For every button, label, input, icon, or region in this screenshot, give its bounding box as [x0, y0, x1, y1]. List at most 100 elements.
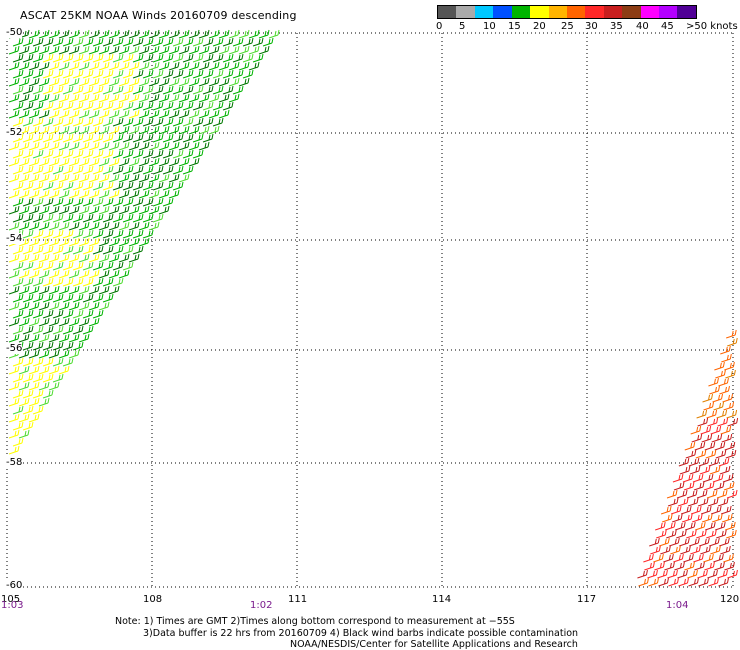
wind-barb — [72, 197, 84, 207]
wind-barb — [52, 197, 64, 207]
wind-barb — [8, 109, 20, 119]
lon-label: 111 — [288, 594, 308, 605]
wind-barb — [62, 85, 74, 95]
wind-barb — [132, 165, 144, 175]
wind-barb — [138, 93, 150, 103]
wind-barb — [208, 45, 220, 55]
wind-barb — [58, 285, 70, 295]
wind-barb — [68, 349, 80, 359]
wind-barb — [653, 553, 664, 563]
wind-barb — [58, 189, 70, 199]
wind-barb — [12, 101, 24, 111]
wind-barb — [92, 37, 104, 47]
wind-barb — [28, 349, 40, 359]
wind-barb — [228, 93, 240, 103]
wind-barb — [58, 333, 70, 343]
wind-barb — [12, 37, 24, 47]
wind-barb — [648, 577, 659, 587]
wind-barb — [658, 577, 669, 587]
wind-barb — [28, 109, 40, 119]
wind-barb — [68, 141, 80, 151]
wind-barb — [48, 253, 60, 263]
wind-barb — [58, 29, 70, 39]
wind-barb — [32, 165, 44, 175]
wind-barb — [82, 165, 94, 175]
wind-barb — [92, 181, 104, 191]
wind-barb — [52, 357, 64, 367]
wind-barb — [42, 245, 54, 255]
wind-barb — [118, 141, 130, 151]
wind-barb — [32, 405, 44, 415]
wind-barb — [108, 45, 120, 55]
wind-barb — [162, 133, 174, 143]
wind-barb — [128, 157, 140, 167]
wind-barb — [178, 141, 190, 151]
wind-barb — [32, 309, 44, 319]
wind-barb — [32, 53, 44, 63]
wind-barb — [98, 61, 110, 71]
wind-barb — [92, 293, 104, 303]
wind-barb — [38, 205, 50, 215]
wind-barb — [52, 181, 64, 191]
wind-barb — [82, 261, 94, 271]
wind-barb — [128, 45, 140, 55]
wind-barb — [172, 85, 184, 95]
wind-barb — [702, 393, 714, 403]
wind-barb — [38, 381, 50, 391]
wind-barb — [92, 101, 104, 111]
wind-barb — [709, 537, 720, 547]
wind-barb — [68, 237, 80, 247]
wind-barb — [12, 69, 24, 79]
wind-barb — [72, 293, 84, 303]
wind-barb — [62, 357, 74, 367]
wind-barb — [52, 277, 64, 287]
wind-barb — [68, 93, 80, 103]
wind-barb — [707, 569, 718, 579]
wind-barb — [48, 301, 60, 311]
legend-label: 40 — [636, 21, 649, 32]
wind-barb — [208, 93, 220, 103]
wind-barb — [42, 101, 54, 111]
wind-barb — [32, 341, 44, 351]
wind-barb — [102, 261, 114, 271]
wind-barb — [138, 189, 150, 199]
wind-barb — [212, 85, 224, 95]
wind-barb — [128, 253, 140, 263]
wind-barb — [82, 37, 94, 47]
wind-barb — [38, 397, 50, 407]
wind-barb — [689, 537, 700, 547]
wind-barb — [172, 37, 184, 47]
wind-barb — [102, 181, 114, 191]
wind-barb — [691, 513, 703, 523]
wind-barb — [92, 133, 104, 143]
wind-barb — [721, 433, 733, 443]
wind-barb — [72, 341, 84, 351]
wind-barb — [112, 85, 124, 95]
wind-barb — [22, 373, 34, 383]
wind-barb — [88, 269, 100, 279]
wind-barb — [48, 237, 60, 247]
wind-barb — [72, 213, 84, 223]
wind-barb — [208, 29, 220, 39]
wind-barb — [12, 405, 24, 415]
wind-barb — [78, 45, 90, 55]
wind-barb — [132, 245, 144, 255]
wind-barb — [102, 53, 114, 63]
wind-barb — [98, 301, 110, 311]
wind-barb — [218, 29, 230, 39]
wind-barb — [148, 109, 160, 119]
wind-barb — [52, 117, 64, 127]
wind-barb — [72, 101, 84, 111]
wind-barb — [62, 37, 74, 47]
wind-barb — [68, 125, 80, 135]
wind-barb — [78, 29, 90, 39]
wind-barb — [18, 381, 30, 391]
wind-barb — [88, 141, 100, 151]
wind-barb — [92, 229, 104, 239]
wind-barb — [92, 165, 104, 175]
wind-barb — [98, 77, 110, 87]
wind-barb — [8, 141, 20, 151]
lon-label: 108 — [143, 594, 163, 605]
wind-barb — [42, 293, 54, 303]
wind-barb — [102, 165, 114, 175]
